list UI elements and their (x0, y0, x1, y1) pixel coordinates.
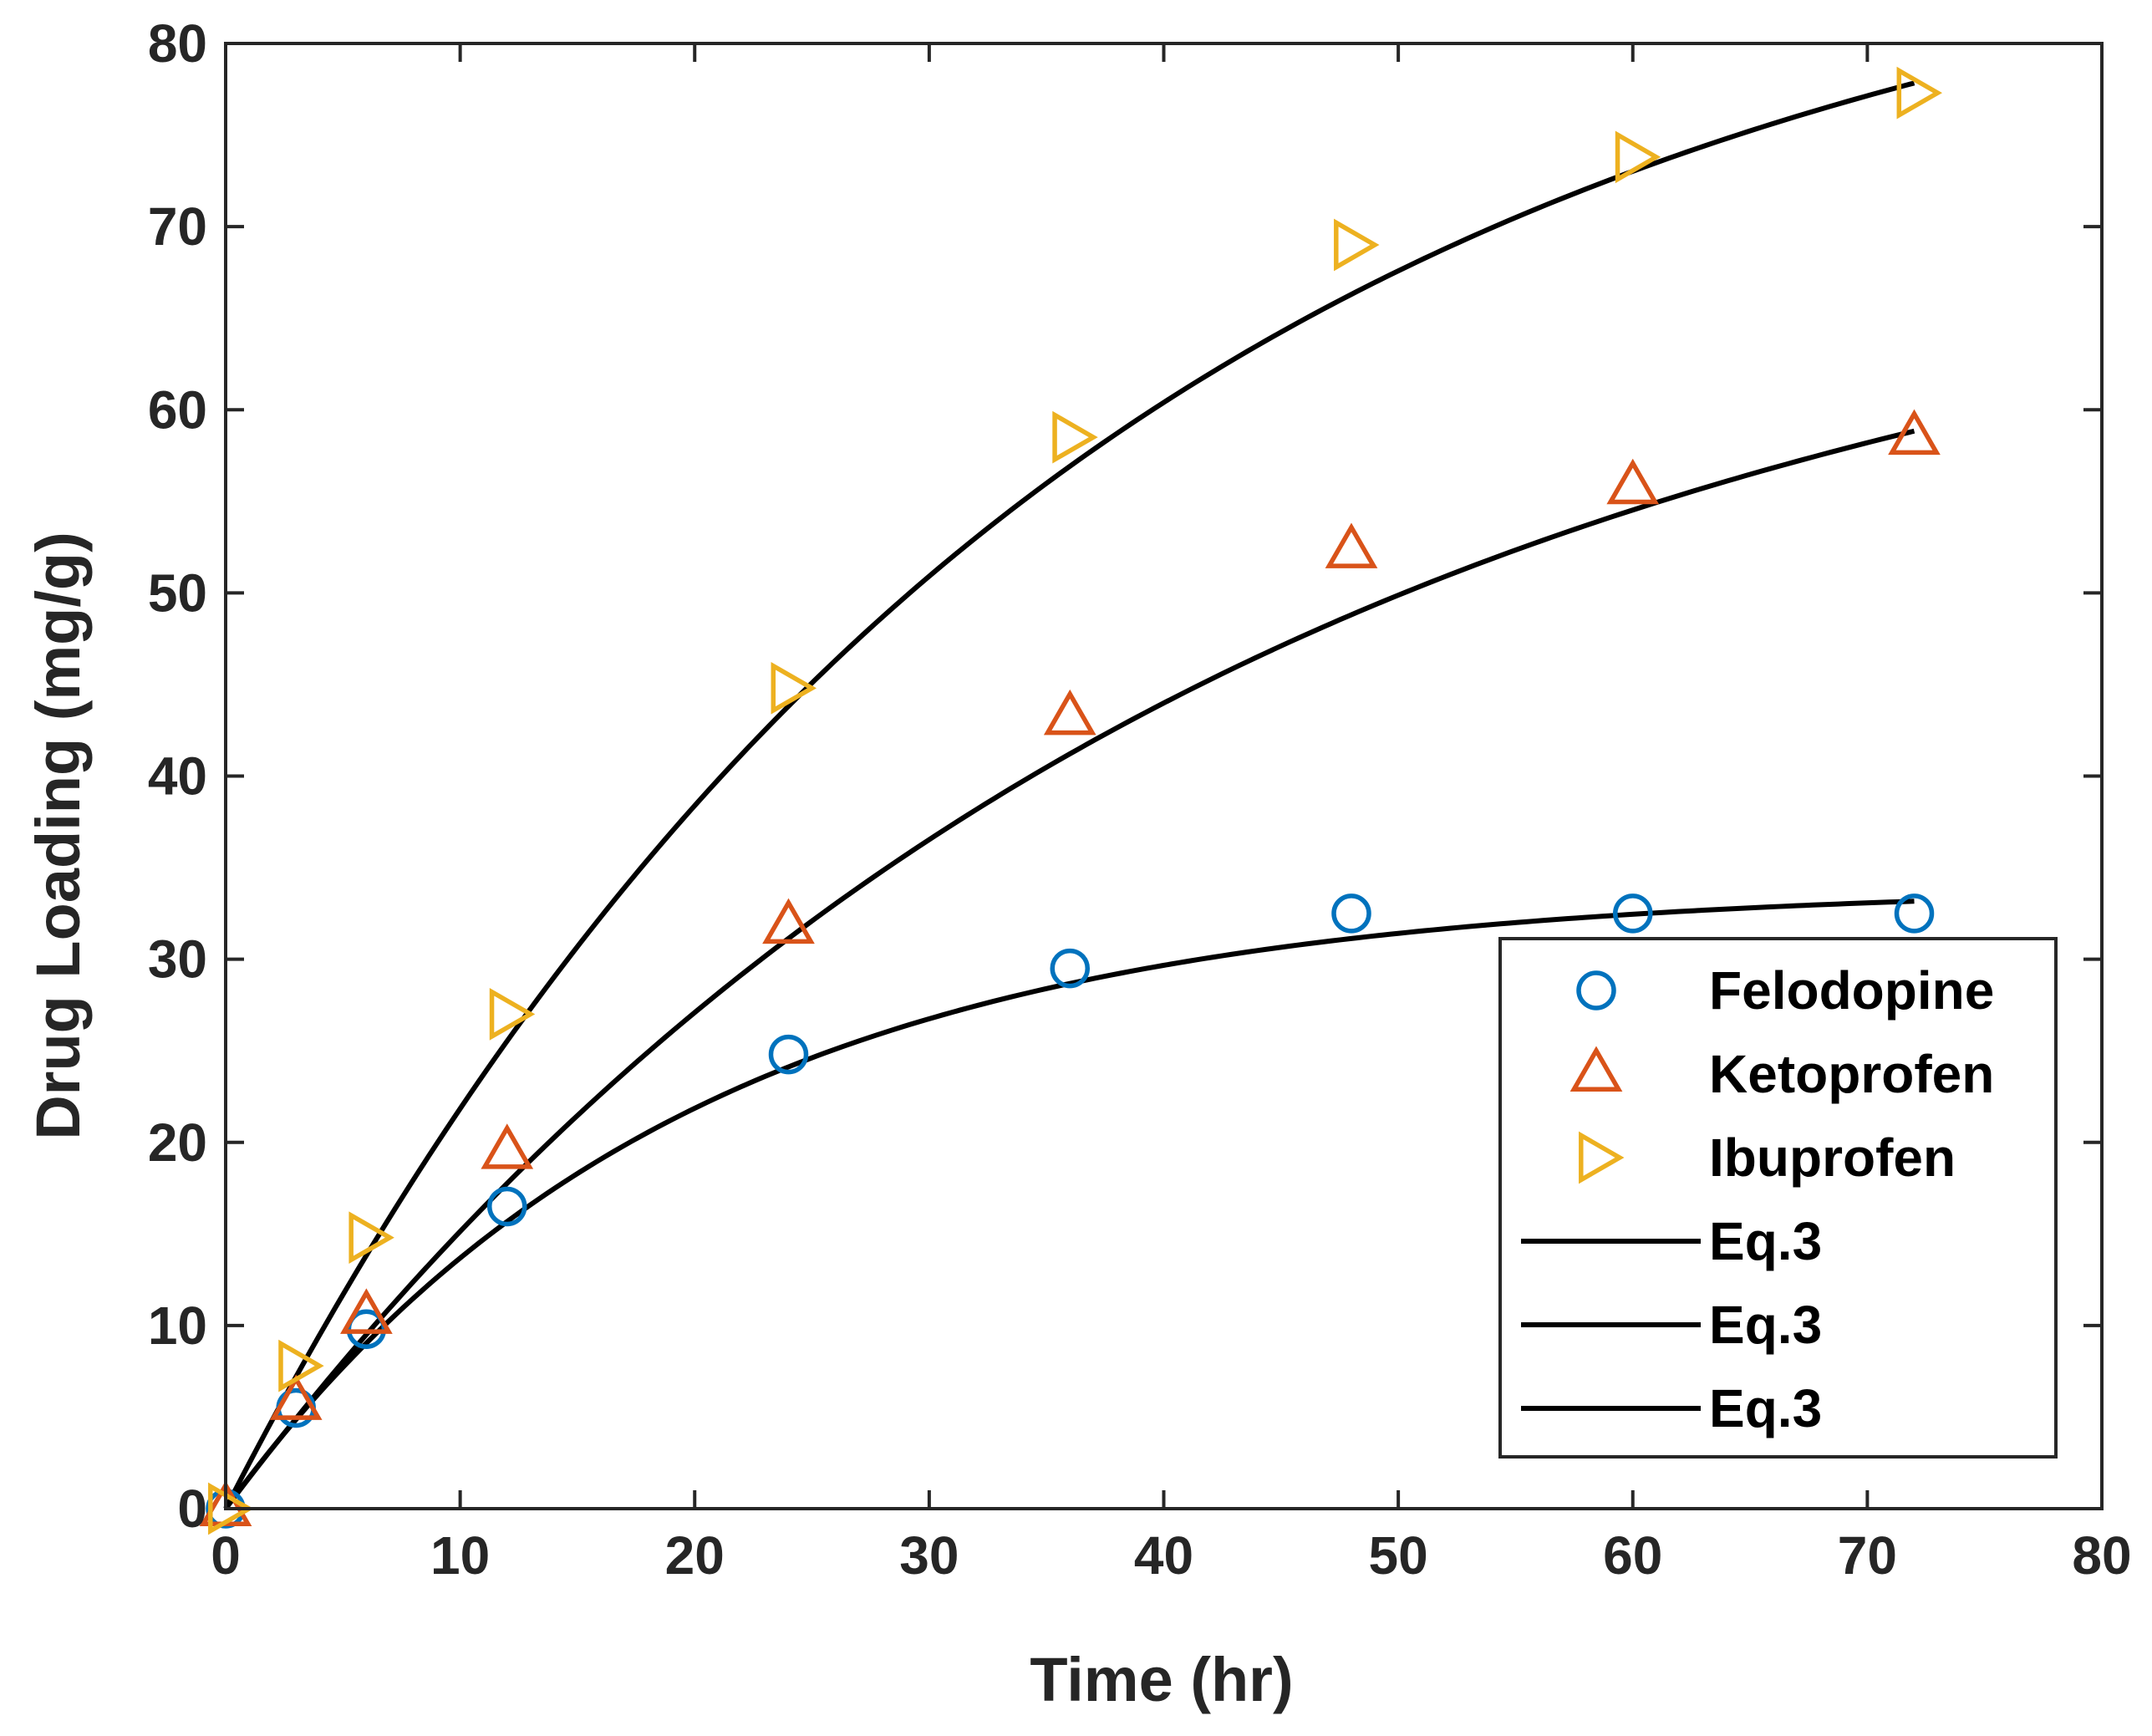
x-axis-title: Time (hr) (1030, 1645, 1293, 1714)
ibuprofen-point (348, 1211, 394, 1265)
x-tick-label: 40 (1134, 1525, 1193, 1586)
felodopine-point (1613, 893, 1653, 934)
ketoprofen-point (1325, 522, 1378, 568)
y-tick-label: 80 (148, 13, 207, 74)
y-tick-label: 20 (148, 1112, 207, 1173)
felodopine-point (1894, 893, 1935, 934)
series-ketoprofen (199, 409, 1941, 1526)
legend-label: Eq.3 (1709, 1378, 1822, 1438)
y-tick-label: 40 (148, 746, 207, 807)
x-tick-label: 0 (211, 1525, 241, 1586)
ibuprofen-point (771, 661, 817, 715)
y-tick-label: 30 (148, 929, 207, 990)
legend-marker-felodopine (1576, 970, 1616, 1011)
ibuprofen-point (1334, 218, 1380, 272)
fit-line-1 (223, 899, 1915, 1510)
ibuprofen-point (1052, 410, 1098, 464)
ketoprofen-point (1888, 409, 1941, 456)
felodopine-point (346, 1309, 387, 1350)
x-tick-label: 50 (1369, 1525, 1428, 1586)
ibuprofen-point (1615, 130, 1661, 184)
ibuprofen-point (208, 1482, 254, 1535)
ibuprofen-point (1896, 66, 1943, 120)
ketoprofen-point (340, 1288, 393, 1334)
y-tick-label: 10 (148, 1296, 207, 1356)
ketoprofen-point (481, 1123, 534, 1169)
ketoprofen-point (1043, 689, 1096, 736)
legend-marker-ketoprofen (1569, 1046, 1623, 1092)
x-tick-label: 20 (665, 1525, 725, 1586)
ketoprofen-point (1606, 458, 1660, 505)
data-markers (199, 66, 1943, 1535)
ibuprofen-point (489, 988, 536, 1041)
x-tick-label: 30 (899, 1525, 959, 1586)
x-tick-label: 60 (1603, 1525, 1662, 1586)
felodopine-point (1050, 948, 1090, 989)
ibuprofen-point (278, 1339, 324, 1392)
legend-label: Ketoprofen (1709, 1044, 1994, 1104)
ketoprofen-point (762, 898, 815, 944)
legend-box (1498, 937, 2058, 1459)
legend-label: Eq.3 (1709, 1211, 1822, 1271)
y-axis-title: Drug Loading (mg/g) (23, 532, 93, 1140)
felodopine-point (487, 1186, 527, 1227)
x-tick-label: 70 (1838, 1525, 1897, 1586)
fit-line-2 (223, 428, 1915, 1510)
y-tick-label: 0 (177, 1479, 207, 1539)
ketoprofen-point (269, 1374, 323, 1420)
legend-label: Ibuprofen (1709, 1128, 1956, 1188)
legend: Felodopine Ketoprofen Ibuprofen Eq.3 Eq.3 Eq.… (1498, 937, 2058, 1459)
series-ibuprofen (208, 66, 1943, 1535)
legend-label: Felodopine (1709, 960, 1994, 1021)
felodopine-point (768, 1034, 809, 1075)
y-tick-label: 60 (148, 379, 207, 440)
legend-marker-ibuprofen (1579, 1131, 1625, 1184)
y-tick-label: 50 (148, 563, 207, 623)
felodopine-point (1331, 893, 1371, 934)
x-tick-label: 80 (2072, 1525, 2131, 1586)
x-axis-ticks: 0 10 20 30 40 50 60 70 80 (211, 43, 2132, 1586)
x-tick-label: 10 (430, 1525, 490, 1586)
y-tick-label: 70 (148, 196, 207, 257)
y-axis-ticks: 0 10 20 30 40 50 60 70 80 (148, 13, 2102, 1539)
legend-label: Eq.3 (1709, 1295, 1822, 1355)
